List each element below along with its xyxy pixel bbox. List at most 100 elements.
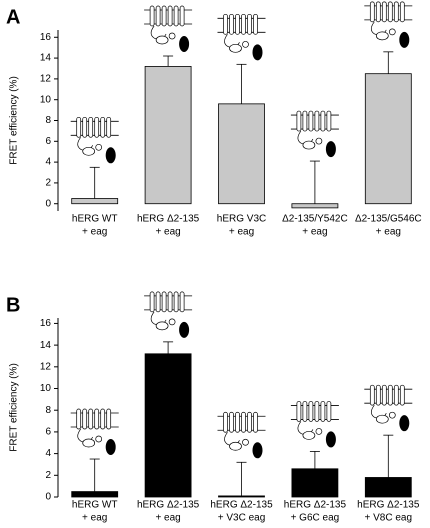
bar — [144, 353, 192, 498]
channel-cartoon — [144, 291, 193, 338]
domain — [315, 428, 323, 435]
helix — [387, 1, 393, 23]
x-tick-label: + eag — [376, 227, 401, 238]
x-tick-label: hERG WT — [72, 214, 118, 225]
y-axis-title: FRET efficiency (%) — [9, 363, 20, 452]
helix — [326, 401, 332, 422]
helix — [314, 110, 320, 132]
helix — [82, 116, 88, 138]
helix — [393, 384, 399, 406]
y-tick-label: 4 — [45, 448, 51, 459]
y-tick-label: 10 — [40, 94, 52, 105]
panel-label: B — [6, 294, 20, 316]
y-tick-label: 6 — [45, 427, 51, 438]
tag — [399, 31, 410, 48]
helix — [173, 5, 179, 27]
helix — [247, 13, 252, 35]
helix — [106, 408, 112, 430]
domain — [229, 441, 242, 451]
bar — [218, 495, 265, 498]
tag — [325, 431, 336, 448]
bar — [291, 203, 339, 209]
y-tick-label: 0 — [45, 198, 51, 209]
tag — [105, 147, 116, 164]
domain — [155, 35, 169, 45]
x-tick-label: hERG Δ2-135 — [137, 500, 200, 511]
helix — [381, 384, 387, 406]
domain — [302, 431, 316, 440]
x-tick-label: Δ2-135/Y542C — [282, 214, 348, 225]
y-tick-label: 12 — [40, 74, 52, 85]
tag — [399, 415, 410, 432]
helix — [179, 291, 185, 313]
channel-cartoon — [144, 5, 193, 53]
helix — [179, 5, 185, 27]
x-tick-label: + V3C eag — [218, 513, 266, 524]
domain — [388, 28, 396, 36]
y-tick-label: 8 — [45, 115, 51, 126]
y-tick-label: 2 — [45, 470, 51, 481]
channel-cartoon — [217, 411, 266, 459]
x-tick-label: + eag — [155, 227, 180, 238]
helix — [320, 401, 326, 422]
helix — [375, 384, 381, 406]
x-tick-label: hERG Δ2-135 — [210, 500, 273, 511]
tag — [179, 36, 190, 53]
helix — [308, 401, 314, 422]
helix — [223, 411, 228, 433]
helix — [241, 411, 246, 433]
domain — [242, 40, 249, 48]
domain — [229, 43, 242, 53]
helix — [375, 1, 381, 23]
helix — [94, 116, 100, 138]
channel-cartoon — [290, 401, 339, 448]
helix — [369, 1, 375, 23]
helix — [296, 401, 302, 422]
helix — [387, 384, 393, 406]
helix — [381, 1, 387, 23]
y-tick-label: 16 — [40, 318, 52, 329]
helix — [173, 291, 179, 313]
x-tick-label: hERG Δ2-135 — [137, 214, 200, 225]
tag — [252, 44, 263, 61]
helix — [155, 5, 161, 27]
x-tick-label: hERG WT — [72, 500, 118, 511]
helix — [247, 411, 252, 433]
helix — [302, 401, 308, 422]
y-tick-label: 6 — [45, 136, 51, 147]
x-tick-label: hERG V3C — [217, 214, 266, 225]
helix — [76, 116, 82, 138]
channel-cartoon — [217, 13, 266, 61]
helix — [253, 13, 258, 35]
helix — [393, 1, 399, 23]
tag — [325, 141, 336, 158]
domain — [375, 414, 389, 424]
helix — [149, 291, 155, 313]
helix — [302, 110, 308, 132]
helix — [241, 13, 246, 35]
y-tick-label: 14 — [40, 340, 52, 351]
helix — [229, 13, 234, 35]
helix — [167, 291, 173, 313]
helix — [167, 5, 173, 27]
x-tick-label: Δ2-135/G546C — [355, 214, 422, 225]
bar — [291, 468, 339, 498]
x-tick-label: hERG Δ2-135 — [357, 500, 420, 511]
helix — [149, 5, 155, 27]
helix — [320, 110, 326, 132]
helix — [223, 13, 228, 35]
domain — [95, 143, 103, 151]
y-tick-label: 10 — [40, 383, 52, 394]
helix — [155, 291, 161, 313]
helix — [161, 5, 167, 27]
helix — [253, 411, 258, 433]
helix — [88, 408, 94, 430]
domain — [155, 321, 169, 331]
helix — [88, 116, 94, 138]
helix — [161, 291, 167, 313]
y-tick-label: 8 — [45, 405, 51, 416]
x-tick-label: + eag — [302, 227, 327, 238]
y-tick-label: 0 — [45, 492, 51, 503]
y-tick-label: 16 — [40, 32, 52, 43]
